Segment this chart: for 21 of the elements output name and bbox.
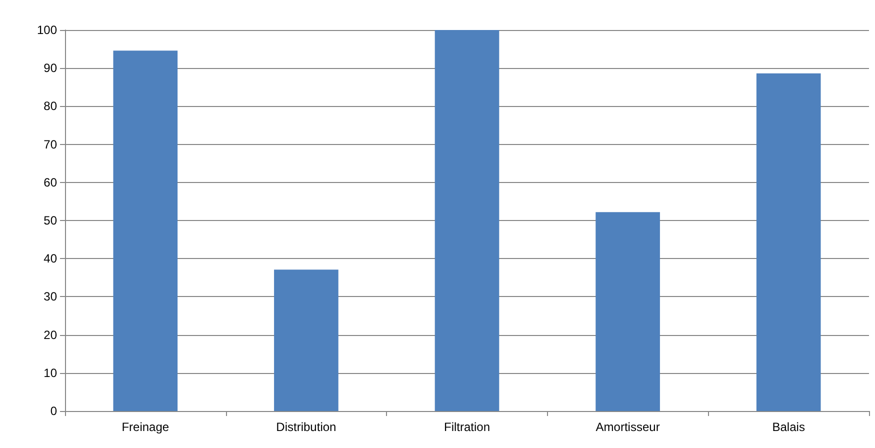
y-tick-label: 30 (44, 290, 58, 304)
y-tick-label: 40 (44, 252, 58, 266)
y-tick-label: 90 (44, 61, 58, 76)
bar (274, 270, 338, 411)
x-tick-label: Balais (772, 420, 805, 434)
y-tick-label: 60 (44, 175, 58, 190)
x-tick-label: Amortisseur (596, 420, 660, 434)
x-tick-label: Filtration (444, 420, 490, 434)
x-tick-label: Freinage (122, 420, 170, 434)
y-tick-label: 100 (36, 23, 58, 37)
y-tick-label: 0 (50, 404, 58, 418)
x-tick-label: Distribution (276, 420, 336, 434)
y-tick-label: 70 (44, 137, 58, 152)
y-tick-label: 20 (44, 328, 58, 342)
y-tick-label: 10 (44, 366, 58, 380)
bar (596, 212, 660, 411)
bar (756, 73, 821, 411)
bar (113, 50, 178, 411)
y-tick-label: 50 (44, 214, 58, 228)
y-tick-label: 80 (44, 99, 58, 114)
bar (434, 30, 500, 411)
